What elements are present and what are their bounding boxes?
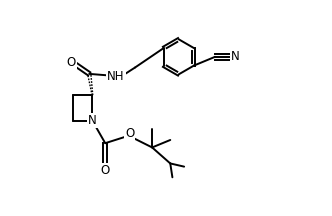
Text: N: N bbox=[231, 50, 240, 63]
Text: N: N bbox=[88, 114, 97, 127]
Text: O: O bbox=[125, 127, 134, 140]
Text: NH: NH bbox=[107, 70, 124, 83]
Text: O: O bbox=[67, 56, 76, 69]
Text: O: O bbox=[101, 164, 110, 177]
